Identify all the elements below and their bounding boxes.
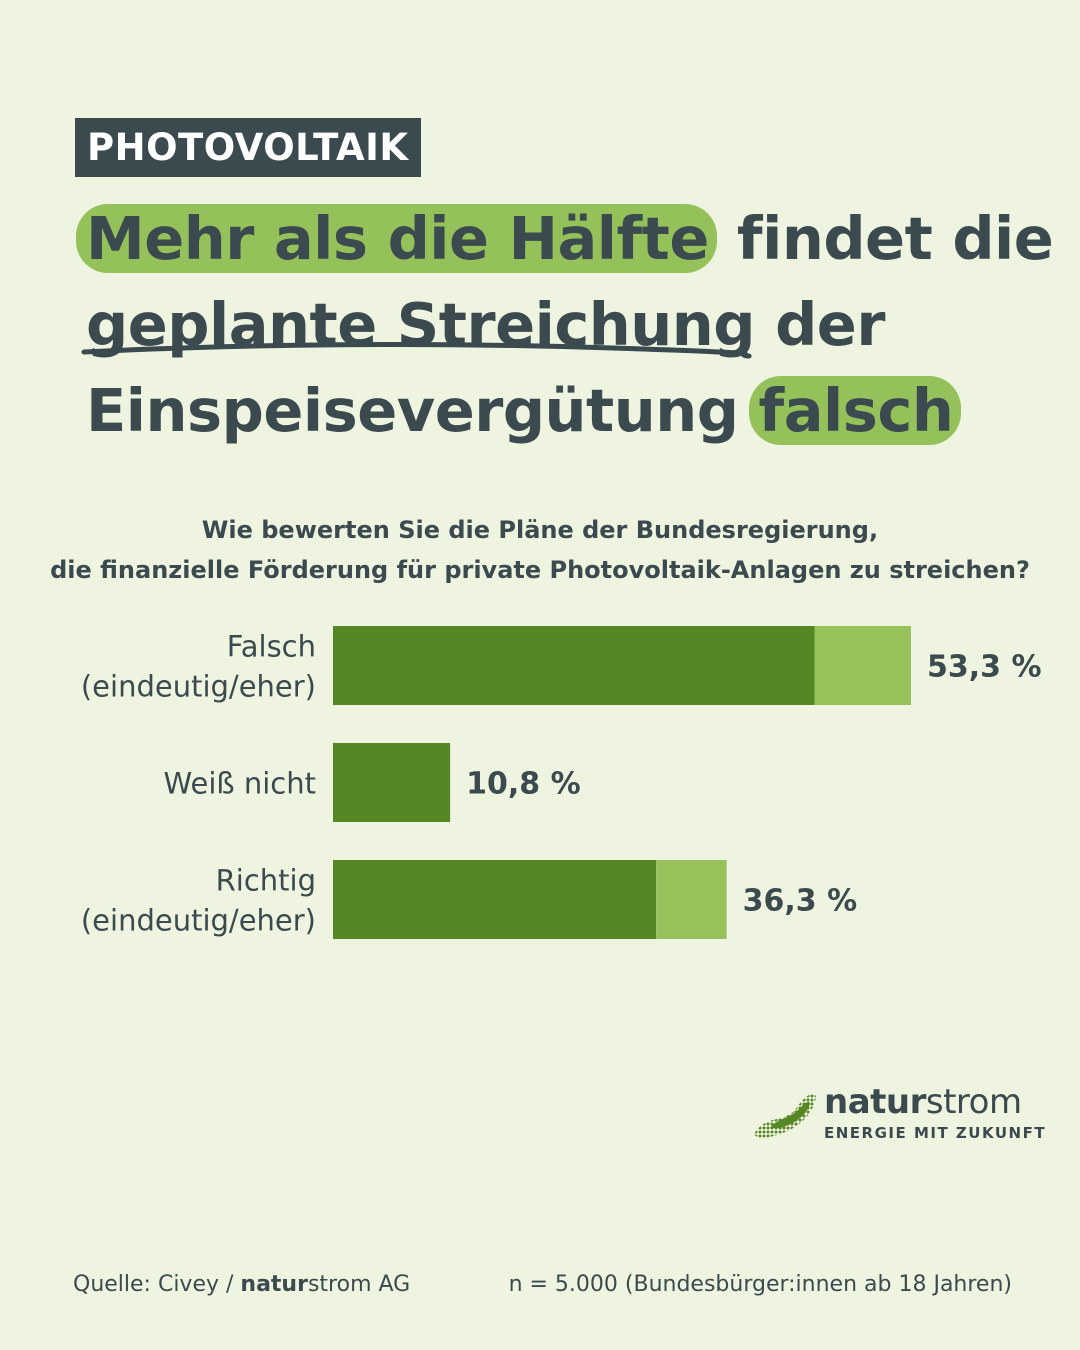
category-label-0-1: (eindeutig/eher) <box>81 670 316 704</box>
logo-name-bold: natur <box>824 1082 926 1122</box>
question-line-2: die finanzielle Förderung für private Ph… <box>50 556 1030 584</box>
bar-segment-2-1 <box>656 860 727 939</box>
logo-tagline: ENERGIE MIT ZUKUNFT <box>824 1124 1047 1142</box>
logo-name: naturstrom <box>824 1082 1046 1122</box>
bar-segment-2-0 <box>333 860 657 939</box>
logo-name-rest: strom <box>925 1082 1022 1122</box>
headline-line-1: Mehr als die Hälfte findet die <box>76 196 1054 282</box>
category-tag: PHOTOVOLTAIK <box>75 118 421 177</box>
source-prefix: Quelle: Civey / <box>73 1272 241 1297</box>
value-label-2: 36,3 % <box>743 884 858 919</box>
chart-question: Wie bewerten Sie die Pläne der Bundesreg… <box>0 510 1080 590</box>
headline-highlight-1: Mehr als die Hälfte <box>76 204 717 273</box>
source-rest: strom AG <box>307 1272 411 1297</box>
headline-highlight-2: falsch <box>748 376 962 445</box>
bar-segment-0-0 <box>333 626 815 705</box>
value-label-0: 53,3 % <box>927 650 1042 685</box>
headline-text-2: der <box>755 290 885 359</box>
headline: Mehr als die Hälfte findet die geplante … <box>76 196 1054 454</box>
bar-segment-0-1 <box>814 626 911 705</box>
category-label-1-0: Weiß nicht <box>164 767 317 801</box>
question-line-1: Wie bewerten Sie die Pläne der Bundesreg… <box>201 516 879 544</box>
headline-text-3: Einspeisevergütung <box>86 376 759 445</box>
headline-line-2: geplante Streichung der <box>81 282 1046 368</box>
source-bold: natur <box>240 1272 308 1297</box>
category-label-0-0: Falsch <box>227 630 316 664</box>
logo-wordmark: naturstrom ENERGIE MIT ZUKUNFT <box>824 1082 1046 1142</box>
category-label-2-0: Richtig <box>216 864 316 898</box>
naturstrom-leaf-logo-icon <box>754 1093 816 1138</box>
value-label-1: 10,8 % <box>466 767 581 802</box>
underline-stroke-icon <box>81 342 752 359</box>
category-label-2-1: (eindeutig/eher) <box>81 904 316 938</box>
source-note: Quelle: Civey / naturstrom AG <box>73 1272 410 1297</box>
bar-segment-1-0 <box>333 743 451 822</box>
headline-line-3: Einspeisevergütung falsch <box>86 368 1046 454</box>
headline-underlined: geplante Streichung <box>81 282 756 368</box>
headline-text-1: findet die <box>716 204 1054 273</box>
sample-note: n = 5.000 (Bundesbürger:innen ab 18 Jahr… <box>508 1272 1012 1297</box>
